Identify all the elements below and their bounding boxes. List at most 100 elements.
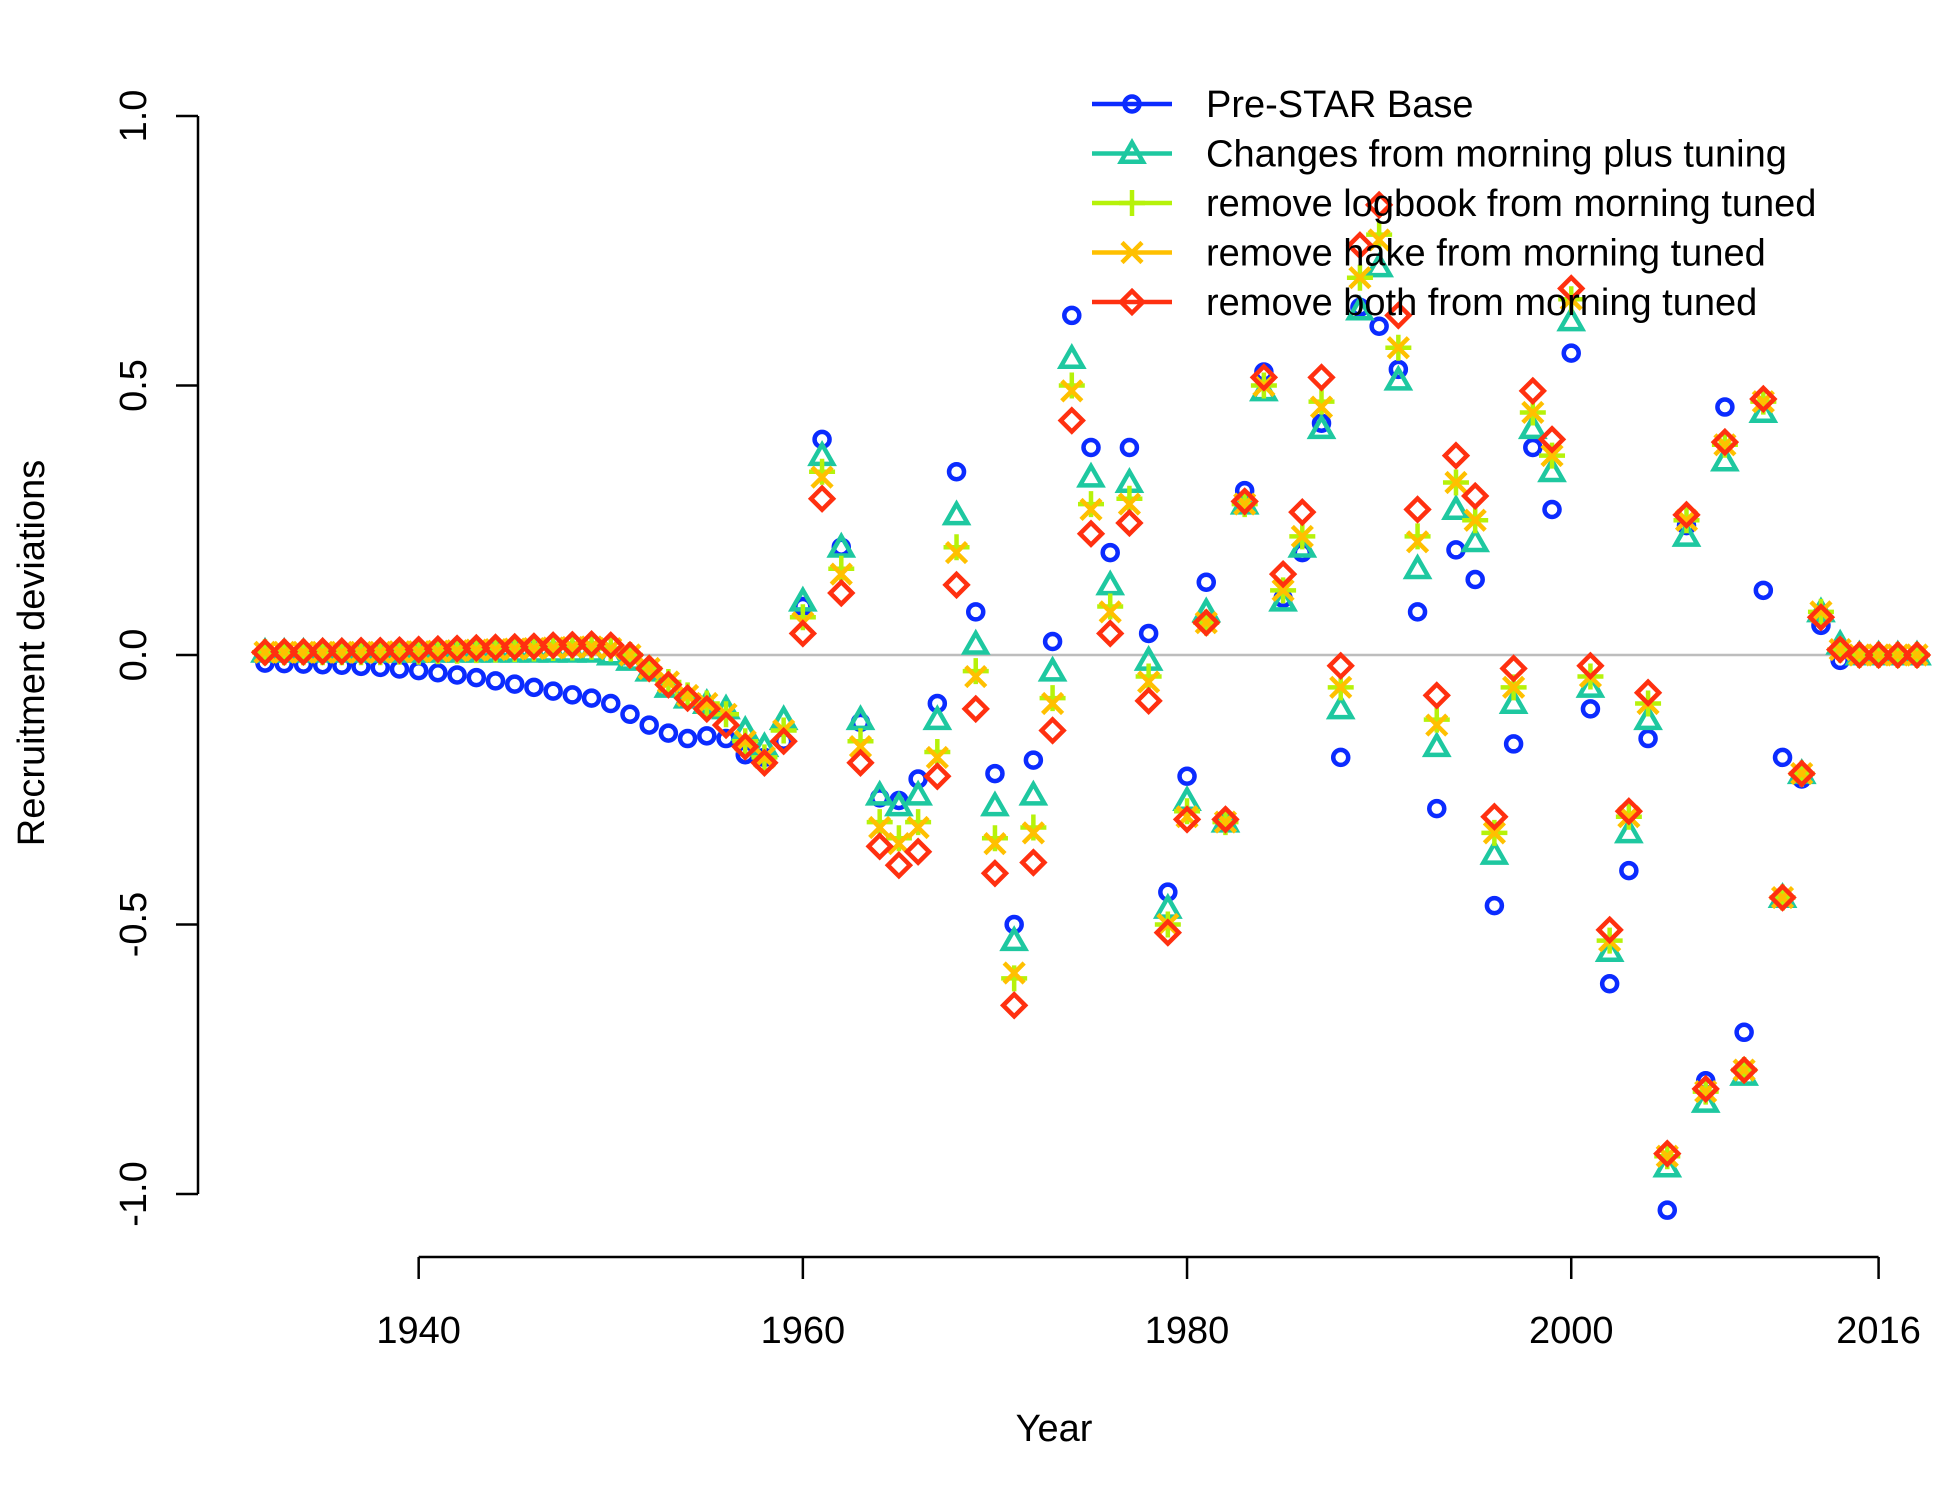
data-point (1138, 623, 1159, 644)
data-point (711, 710, 741, 740)
data-point (1540, 443, 1564, 468)
data-point (1557, 274, 1586, 303)
data-point (1018, 779, 1049, 806)
data-point (1345, 294, 1375, 321)
data-point (1308, 388, 1335, 415)
data-point (519, 632, 549, 661)
data-point (845, 704, 876, 731)
data-point (809, 458, 836, 485)
data-point (596, 631, 625, 660)
data-point (428, 663, 448, 683)
x-axis: 1940 1960 1980 2000 2016 (376, 1255, 1921, 1352)
data-point (408, 660, 429, 681)
data-point (1287, 531, 1318, 558)
data-point (1422, 681, 1451, 710)
legend-marker (1119, 190, 1145, 216)
data-point (1556, 305, 1587, 332)
data-point (750, 748, 779, 777)
data-point (270, 637, 299, 666)
data-point (923, 762, 952, 791)
data-point (1177, 766, 1197, 787)
data-point (1461, 481, 1490, 511)
data-point (1523, 437, 1543, 458)
data-point (500, 632, 529, 662)
data-point (903, 837, 933, 866)
data-point (962, 658, 989, 685)
data-point (654, 670, 683, 699)
data-point (1326, 651, 1355, 680)
data-point (1369, 316, 1389, 336)
data-point (1421, 731, 1452, 758)
data-point (1364, 251, 1395, 278)
data-point (1633, 678, 1663, 707)
data-point (423, 634, 453, 664)
x-axis-title: Year (1016, 1408, 1093, 1450)
data-point (1753, 580, 1774, 601)
data-point (1307, 363, 1336, 392)
data-point (1192, 608, 1221, 637)
data-point (1404, 523, 1431, 550)
data-point (1599, 974, 1620, 994)
data-point (462, 633, 491, 663)
data-point (620, 704, 640, 725)
data-point (1465, 569, 1485, 590)
legend-label: remove hake from morning tuned (1206, 233, 1766, 275)
y-tick-label: -1.0 (113, 1161, 155, 1226)
legend-marker (1122, 94, 1142, 114)
y-axis: -1.0 -0.5 0.0 0.5 1.0 (113, 90, 200, 1227)
data-point (1062, 305, 1082, 326)
data-point (1076, 461, 1106, 488)
data-point (1098, 600, 1122, 624)
data-point (1081, 437, 1101, 458)
data-point (1040, 691, 1065, 716)
data-point (826, 531, 857, 558)
data-point (308, 637, 337, 666)
data-point (731, 732, 760, 761)
data-point (944, 540, 969, 565)
data-point (1039, 685, 1066, 712)
legend-item: Pre-STAR Base (1092, 84, 1473, 126)
data-point (1749, 384, 1778, 414)
data-point (1729, 1055, 1759, 1085)
series-4 (253, 228, 1929, 1168)
data-point (980, 859, 1010, 888)
data-point (848, 735, 873, 759)
data-point (1580, 699, 1601, 719)
data-point (366, 636, 395, 665)
data-point (1595, 915, 1624, 945)
data-point (1518, 376, 1547, 406)
data-point (769, 727, 798, 756)
data-point (1078, 491, 1104, 518)
data-point (538, 631, 568, 660)
data-point (1271, 578, 1295, 602)
data-point (1100, 542, 1120, 563)
data-point (1502, 675, 1526, 699)
data-point (1691, 1074, 1720, 1104)
x-tick-label: 1940 (376, 1310, 461, 1352)
data-point (1020, 814, 1047, 841)
data-point (1115, 508, 1144, 538)
legend: Pre-STAR Base Changes from morning plus t… (1092, 84, 1816, 324)
data-point (466, 667, 487, 688)
data-point (1902, 640, 1932, 670)
data-point (1710, 445, 1740, 472)
legend-label: remove both from morning tuned (1206, 282, 1757, 324)
data-point (846, 748, 875, 777)
series-1 (255, 297, 1927, 1220)
legend-item: remove hake from morning tuned (1092, 233, 1766, 275)
data-point (1480, 802, 1509, 831)
legend-marker (1117, 137, 1147, 164)
data-point (1364, 190, 1394, 220)
data-point (558, 630, 587, 659)
data-point (827, 578, 856, 608)
data-point (1787, 759, 1816, 788)
data-point (385, 635, 414, 665)
data-point (1402, 553, 1433, 580)
data-point (922, 704, 953, 731)
data-point (1427, 798, 1447, 819)
data-point (1576, 651, 1605, 680)
data-point (964, 664, 988, 689)
legend-marker (1117, 287, 1147, 317)
data-point (942, 570, 971, 600)
data-point (1619, 860, 1639, 881)
